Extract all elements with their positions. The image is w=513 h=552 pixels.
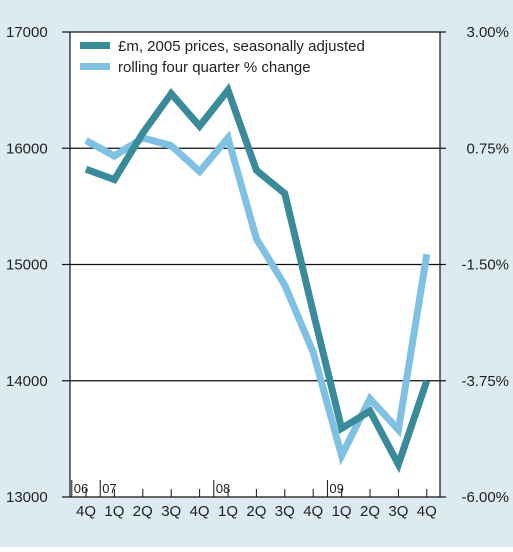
left-tick-label: 17000	[6, 24, 48, 41]
left-tick-label: 15000	[6, 257, 48, 274]
series	[84, 82, 431, 474]
year-label: 06	[74, 481, 88, 496]
x-tick-label: 2Q	[133, 503, 153, 520]
right-tick-label: -6.00%	[461, 489, 509, 506]
legend-label: £m, 2005 prices, seasonally adjusted	[118, 38, 365, 55]
legend-swatch	[80, 63, 110, 70]
x-tick-label: 3Q	[161, 503, 181, 520]
x-tick-label: 4Q	[190, 503, 210, 520]
right-tick-label: 0.75%	[466, 140, 509, 157]
left-tick-label: 14000	[6, 373, 48, 390]
left-tick-label: 16000	[6, 140, 48, 157]
x-tick-label: 1Q	[332, 503, 352, 520]
right-tick-label: -3.75%	[461, 373, 509, 390]
x-axis: 4Q 1Q 2Q 3Q 4Q 1Q 2Q 3Q 4Q 1Q 2Q 3Q 4Q 06 07 08 09	[70, 480, 440, 520]
year-label: 07	[102, 481, 116, 496]
x-tick-label: 2Q	[246, 503, 266, 520]
legend: £m, 2005 prices, seasonally adjusted roll…	[80, 38, 365, 76]
right-axis: -6.00% -3.75% -1.50% 0.75% 3.00%	[439, 24, 509, 506]
left-axis: 13000 14000 15000 16000 17000	[6, 24, 71, 506]
right-tick-label: 3.00%	[466, 24, 509, 41]
x-tick-label: 1Q	[104, 503, 124, 520]
x-tick-label: 1Q	[218, 503, 238, 520]
series-line-1	[84, 82, 431, 474]
x-tick-label: 4Q	[303, 503, 323, 520]
x-tick-label: 3Q	[388, 503, 408, 520]
year-label: 09	[329, 481, 343, 496]
left-tick-label: 13000	[6, 489, 48, 506]
x-tick-label: 3Q	[275, 503, 295, 520]
grid	[70, 31, 440, 382]
legend-swatch	[80, 42, 110, 49]
legend-label: rolling four quarter % change	[118, 59, 311, 76]
x-tick-label: 4Q	[76, 503, 96, 520]
x-tick-label: 4Q	[417, 503, 437, 520]
year-label: 08	[216, 481, 230, 496]
right-tick-label: -1.50%	[461, 257, 509, 274]
x-tick-label: 2Q	[360, 503, 380, 520]
